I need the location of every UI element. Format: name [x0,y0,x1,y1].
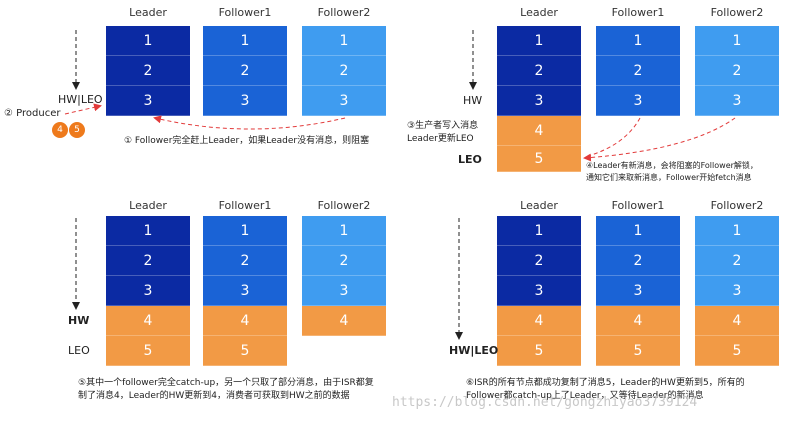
leader-header: Leader [129,199,167,212]
follower1-msg-3: 3 [203,86,287,116]
follower2-msg-1: 1 [302,26,386,56]
follower2-msg-5: 5 [695,336,779,366]
follower2-msg-2: 2 [695,56,779,86]
leader-msg-4: 4 [497,306,581,336]
follower1-msg-3: 3 [596,276,680,306]
follower1-msg-1: 1 [203,26,287,56]
leader-header: Leader [129,6,167,19]
watermark: https://blog.csdn.net/gongzhiyao3739124 [392,395,698,410]
producer-arrow [64,103,102,115]
follower1-msg-1: 1 [203,216,287,246]
leo-label: LEO [458,153,482,166]
follower2-msg-1: 1 [695,26,779,56]
follower2-msg-2: 2 [302,56,386,86]
producer-badge-5: 5 [69,122,85,138]
follower1-msg-2: 2 [596,56,680,86]
producer-badge-4: 4 [52,122,68,138]
follower2-header: Follower2 [710,199,764,212]
follower2-msg-3: 3 [302,276,386,306]
leader-msg-4: 4 [497,116,581,146]
follower1-msg-4: 4 [596,306,680,336]
leader-msg-2: 2 [106,56,190,86]
follower2-msg-3: 3 [695,86,779,116]
leader-msg-1: 1 [497,216,581,246]
follower2-header: Follower2 [317,199,371,212]
hw-leo-label: HW|LEO [449,344,499,357]
leader-msg-5: 5 [106,336,190,366]
follower2-msg-2: 2 [302,246,386,276]
leader-msg-2: 2 [497,56,581,86]
leader-msg-1: 1 [497,26,581,56]
leader-msg-5: 5 [497,146,581,172]
follower2-msg-3: 3 [302,86,386,116]
fetch-arrow-f1 [587,117,641,157]
follower2-msg-1: 1 [695,216,779,246]
follower1-msg-2: 2 [203,246,287,276]
leader-header: Leader [520,199,558,212]
follower1-msg-5: 5 [596,336,680,366]
follower1-header: Follower1 [611,6,665,19]
follower1-msg-3: 3 [203,276,287,306]
fetch-arrow-f2 [583,117,736,162]
leader-msg-2: 2 [497,246,581,276]
follower1-msg-2: 2 [203,56,287,86]
follower2-header: Follower2 [710,6,764,19]
caption-1: ① Follower完全赶上Leader，如果Leader没有消息，则阻塞 [124,136,370,146]
hw-label: HW [463,94,483,107]
follower1-msg-1: 1 [596,216,680,246]
follower1-msg-1: 1 [596,26,680,56]
follower1-msg-5: 5 [203,336,287,366]
leader-msg-3: 3 [497,276,581,306]
caption-4: ④Leader有新消息，会将阻塞的Follower解锁， 通知它们来取新消息，F… [586,161,758,182]
leader-msg-1: 1 [106,216,190,246]
leader-msg-3: 3 [106,86,190,116]
leader-msg-3: 3 [497,86,581,116]
follower2-msg-1: 1 [302,216,386,246]
caption-5: ⑤其中一个follower完全catch-up，另一个只取了部分消息，由于ISR… [78,378,374,401]
leader-msg-3: 3 [106,276,190,306]
follower2-msg-2: 2 [695,246,779,276]
follower2-header: Follower2 [317,6,371,19]
leader-msg-2: 2 [106,246,190,276]
leader-msg-1: 1 [106,26,190,56]
follower-block-arrow [153,115,346,130]
leader-msg-5: 5 [497,336,581,366]
follower1-header: Follower1 [218,199,272,212]
follower1-msg-3: 3 [596,86,680,116]
producer-label: ② Producer [4,108,61,119]
follower2-msg-4: 4 [302,306,386,336]
leader-msg-4: 4 [106,306,190,336]
caption-3: ③生产者写入消息 Leader更新LEO [407,121,479,144]
follower2-msg-4: 4 [695,306,779,336]
follower1-header: Follower1 [218,6,272,19]
caption-6: ⑥ISR的所有节点都成功复制了消息5，Leader的HW更新到5，所有的 Fol… [466,378,745,401]
follower1-msg-4: 4 [203,306,287,336]
hw-leo-label: HW|LEO [58,93,103,106]
follower2-msg-3: 3 [695,276,779,306]
follower1-header: Follower1 [611,199,665,212]
leo-label: LEO [68,344,90,357]
follower1-msg-2: 2 [596,246,680,276]
leader-header: Leader [520,6,558,19]
hw-label: HW [68,314,90,327]
